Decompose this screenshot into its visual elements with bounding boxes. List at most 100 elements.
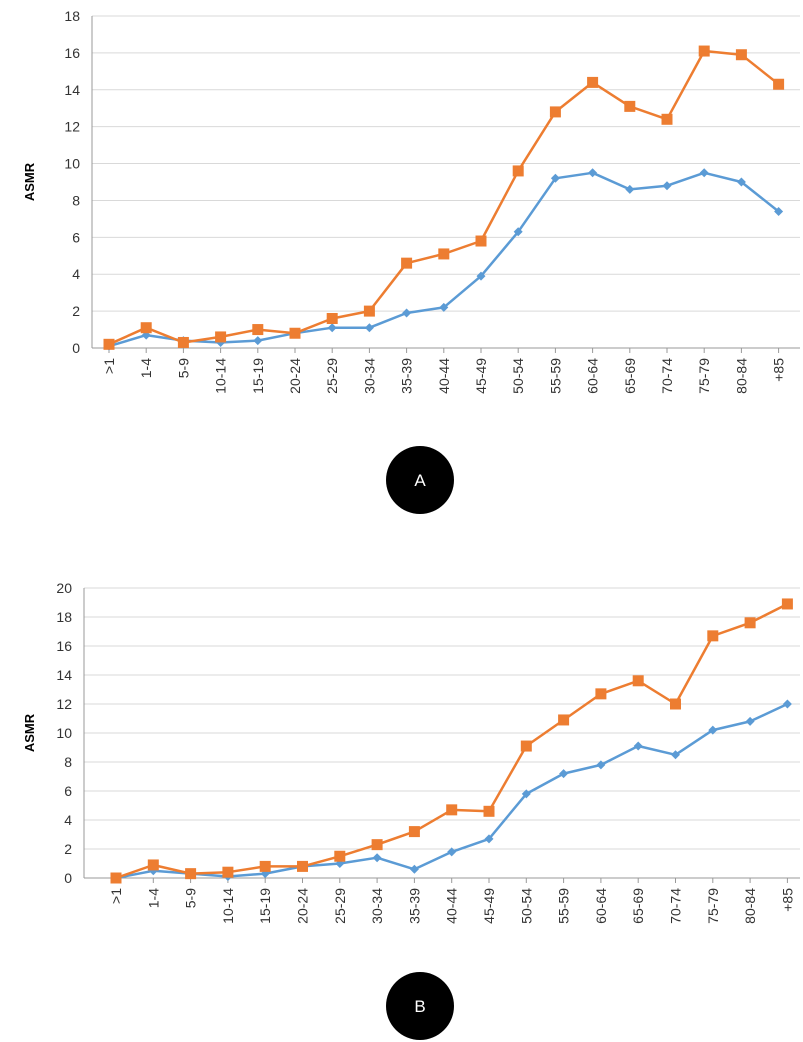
point-a-0-9 — [438, 248, 450, 260]
point-a-0-17 — [735, 49, 747, 61]
point-b-0-8 — [408, 826, 420, 838]
x-tick-label-b-15: 70-74 — [668, 888, 684, 924]
x-tick-label-b-10: 45-49 — [481, 888, 497, 924]
y-tick-label-b-8: 8 — [64, 754, 72, 770]
panel-a-badge: A — [386, 446, 454, 514]
y-tick-label-b-6: 6 — [64, 783, 72, 799]
x-tick-label-b-18: +85 — [779, 888, 795, 912]
y-tick-label-b-12: 12 — [56, 696, 72, 712]
x-tick-label-a-4: 15-19 — [250, 358, 266, 394]
point-a-0-12 — [549, 106, 561, 118]
y-tick-label-a-0: 0 — [72, 340, 80, 356]
point-b-0-13 — [595, 688, 607, 700]
point-b-0-10 — [483, 805, 495, 817]
point-a-0-3 — [215, 331, 227, 343]
point-a-0-2 — [177, 336, 189, 348]
x-tick-label-a-16: 75-79 — [696, 358, 712, 394]
panel-a-badge-label: A — [414, 471, 426, 490]
point-b-1-13 — [596, 760, 606, 770]
y-tick-label-b-2: 2 — [64, 841, 72, 857]
point-b-1-11 — [521, 789, 531, 799]
point-b-1-15 — [671, 750, 680, 760]
point-b-1-7 — [372, 853, 382, 863]
point-b-1-14 — [633, 741, 643, 751]
point-b-1-8 — [409, 864, 419, 874]
point-b-0-14 — [632, 675, 644, 687]
y-tick-label-b-20: 20 — [56, 580, 72, 596]
point-b-1-18 — [782, 699, 792, 709]
point-a-0-1 — [140, 322, 152, 334]
panel-b-badge-circle — [386, 972, 454, 1040]
point-b-0-9 — [446, 804, 458, 816]
chart-panel-a: 0 2 4 6 8 10 12 14 16 18 >1 1-4 5-9 10-14 15-19 20-24 25… — [22, 8, 800, 394]
y-tick-label-a-14: 14 — [64, 82, 80, 98]
point-a-1-16 — [699, 168, 709, 178]
point-b-1-10 — [484, 834, 494, 844]
point-b-0-4 — [259, 860, 271, 872]
x-tick-label-b-7: 30-34 — [369, 888, 385, 924]
y-tick-label-b-0: 0 — [64, 870, 72, 886]
point-b-1-16 — [708, 725, 718, 735]
point-a-0-10 — [475, 235, 487, 247]
point-b-1-9 — [447, 847, 457, 857]
point-a-1-12 — [550, 173, 560, 183]
x-tick-label-b-5: 20-24 — [295, 888, 311, 924]
point-b-0-7 — [371, 839, 383, 851]
x-tick-label-b-4: 15-19 — [257, 888, 273, 924]
x-tick-label-b-12: 55-59 — [556, 888, 572, 924]
x-tick-label-a-0: >1 — [101, 358, 117, 374]
y-axis-label-a: ASMR — [22, 162, 37, 201]
x-tick-label-a-12: 55-59 — [547, 358, 563, 394]
point-a-0-13 — [587, 76, 599, 88]
point-b-0-6 — [334, 850, 346, 862]
point-a-1-11 — [513, 227, 523, 237]
x-tick-label-a-10: 45-49 — [473, 358, 489, 394]
point-b-0-1 — [147, 859, 159, 871]
point-a-0-4 — [252, 324, 264, 336]
y-tick-label-a-12: 12 — [64, 119, 80, 135]
y-tick-label-a-4: 4 — [72, 266, 80, 282]
panel-b-badge-label: B — [414, 997, 425, 1016]
point-b-0-11 — [520, 740, 532, 752]
x-tick-label-a-11: 50-54 — [510, 358, 526, 394]
y-tick-label-a-16: 16 — [64, 45, 80, 61]
x-tick-label-a-7: 30-34 — [361, 358, 377, 394]
series-line-a-0 — [108, 49, 780, 346]
y-tick-label-b-10: 10 — [56, 725, 72, 741]
point-a-1-18 — [774, 207, 784, 217]
point-b-1-17 — [745, 716, 755, 726]
point-b-0-2 — [185, 868, 197, 880]
point-b-0-5 — [297, 860, 308, 872]
x-tick-label-b-13: 60-64 — [593, 888, 609, 924]
x-tick-label-a-15: 70-74 — [659, 358, 675, 394]
y-tick-label-b-14: 14 — [56, 667, 72, 683]
y-tick-label-a-10: 10 — [64, 156, 80, 172]
point-a-1-17 — [736, 177, 746, 187]
y-tick-label-a-6: 6 — [72, 229, 80, 245]
point-a-0-5 — [289, 327, 301, 339]
point-a-0-7 — [363, 305, 375, 317]
series-line-a-1 — [108, 171, 780, 348]
point-a-0-8 — [401, 257, 413, 269]
x-tick-label-b-16: 75-79 — [705, 888, 721, 924]
x-tick-label-b-8: 35-39 — [406, 888, 422, 924]
point-a-1-13 — [588, 168, 598, 178]
x-tick-label-b-11: 50-54 — [518, 888, 534, 924]
y-tick-label-a-8: 8 — [72, 192, 80, 208]
point-b-1-12 — [559, 769, 569, 779]
point-a-1-9 — [439, 302, 449, 312]
point-a-1-10 — [476, 271, 486, 281]
point-a-0-16 — [698, 45, 710, 57]
point-a-1-4 — [253, 336, 263, 346]
point-a-0-6 — [326, 312, 338, 324]
point-a-1-7 — [364, 323, 374, 333]
point-a-1-15 — [662, 181, 672, 191]
y-tick-label-b-18: 18 — [56, 609, 72, 625]
x-tick-label-a-5: 20-24 — [287, 358, 303, 394]
point-a-0-11 — [512, 165, 524, 177]
panel-a-badge-circle — [386, 446, 454, 514]
point-b-0-17 — [744, 617, 756, 629]
x-tick-label-b-17: 80-84 — [742, 888, 758, 924]
x-tick-label-a-6: 25-29 — [324, 358, 340, 394]
